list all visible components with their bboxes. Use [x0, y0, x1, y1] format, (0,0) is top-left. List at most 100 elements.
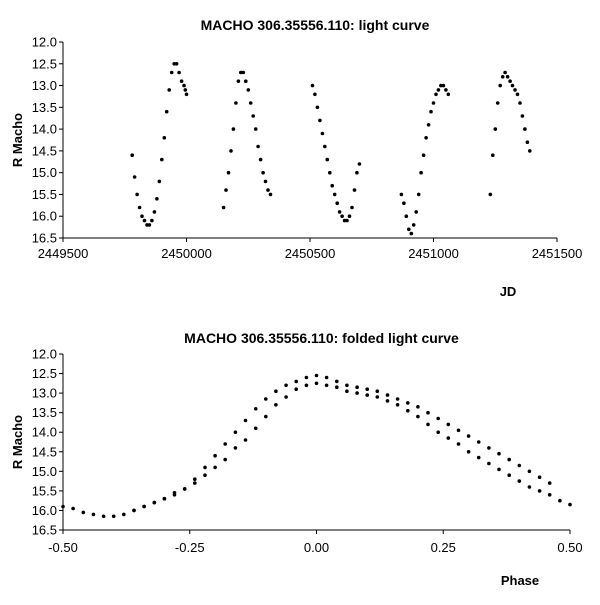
y-tick-label: 16.5 — [32, 523, 57, 538]
data-point — [456, 442, 461, 446]
data-point — [510, 83, 515, 88]
data-point — [193, 481, 197, 485]
data-point — [213, 465, 217, 470]
data-point — [320, 131, 325, 136]
chart-title: MACHO 306.35556.110: light curve — [201, 17, 430, 33]
data-point — [164, 109, 169, 114]
data-point — [229, 149, 233, 153]
data-point — [345, 218, 349, 223]
data-point — [357, 162, 362, 166]
y-tick-label: 13.5 — [32, 100, 57, 115]
chart-title: MACHO 306.35556.110: folded light curve — [184, 330, 459, 346]
y-tick-label: 16.0 — [32, 503, 57, 518]
data-point — [264, 414, 268, 419]
y-tick-label: 15.0 — [32, 165, 57, 180]
data-point — [323, 144, 327, 149]
data-point — [365, 393, 370, 397]
data-point — [236, 79, 241, 83]
x-axis-label: Phase — [501, 573, 539, 588]
data-point — [101, 514, 106, 519]
data-point — [518, 101, 522, 105]
data-point — [233, 430, 238, 435]
data-point — [314, 373, 319, 378]
data-point — [558, 498, 562, 503]
y-tick-label: 16.0 — [32, 209, 57, 224]
data-point — [507, 473, 512, 478]
data-point — [324, 375, 329, 380]
data-point — [487, 446, 491, 450]
data-point — [335, 379, 339, 384]
data-point — [174, 62, 179, 66]
series-1 — [61, 373, 572, 519]
y-tick-label: 14.0 — [32, 122, 57, 137]
data-point — [274, 403, 278, 407]
data-point — [142, 218, 147, 223]
data-point — [355, 391, 359, 395]
data-point — [251, 114, 255, 118]
data-point — [409, 231, 414, 236]
data-point — [498, 83, 503, 88]
data-point — [515, 92, 520, 97]
data-point — [429, 109, 433, 114]
y-tick-label: 14.0 — [32, 425, 57, 440]
data-point — [253, 127, 258, 131]
y-axis-label: R Macho — [10, 415, 25, 469]
data-point — [182, 83, 186, 88]
chart-1: MACHO 306.35556.110: light curve 12.0 12.5… — [10, 17, 582, 299]
y-tick-label: 14.5 — [32, 143, 57, 158]
data-point — [537, 489, 542, 493]
data-point — [491, 153, 495, 157]
data-point — [263, 179, 268, 184]
data-point — [253, 426, 258, 431]
data-point — [507, 457, 512, 462]
y-tick-label: 15.5 — [32, 187, 57, 202]
data-point — [508, 79, 512, 83]
chart-2: MACHO 306.35556.110: folded light curve 1… — [10, 330, 583, 588]
data-point — [130, 153, 134, 157]
data-point — [284, 383, 288, 388]
data-point — [385, 399, 390, 403]
data-point — [513, 88, 517, 92]
data-point — [375, 389, 380, 394]
data-point — [495, 101, 500, 105]
data-point — [426, 123, 431, 127]
data-point — [246, 88, 251, 92]
x-tick-label: 2450500 — [285, 246, 336, 261]
y-tick-label: 13.5 — [32, 405, 57, 420]
y-tick-label: 12.5 — [32, 366, 57, 381]
data-point — [446, 92, 451, 97]
data-point — [527, 485, 532, 489]
data-point — [226, 170, 231, 175]
data-point — [172, 493, 177, 497]
data-point — [233, 446, 238, 450]
data-point — [318, 118, 322, 123]
data-point — [426, 410, 430, 415]
data-point — [122, 512, 126, 517]
data-point — [221, 205, 226, 210]
data-point — [365, 387, 370, 392]
data-point — [497, 467, 501, 472]
data-point — [416, 414, 420, 419]
data-point — [446, 436, 451, 440]
data-point — [132, 508, 136, 513]
data-point — [61, 504, 65, 509]
data-point — [179, 79, 184, 83]
data-point — [182, 487, 187, 491]
data-point — [147, 223, 152, 227]
data-point — [268, 192, 273, 197]
data-point — [404, 214, 409, 218]
y-tick-label: 15.0 — [32, 464, 57, 479]
data-point — [203, 465, 207, 470]
data-point — [132, 175, 137, 179]
data-point — [476, 455, 481, 460]
data-point — [419, 170, 423, 175]
data-point — [503, 70, 507, 75]
data-point — [231, 127, 236, 131]
data-point — [162, 136, 167, 140]
data-point — [406, 408, 410, 413]
data-point — [310, 83, 315, 88]
data-point — [466, 450, 471, 454]
data-point — [568, 502, 572, 507]
data-point — [337, 210, 342, 214]
data-point — [517, 479, 522, 483]
